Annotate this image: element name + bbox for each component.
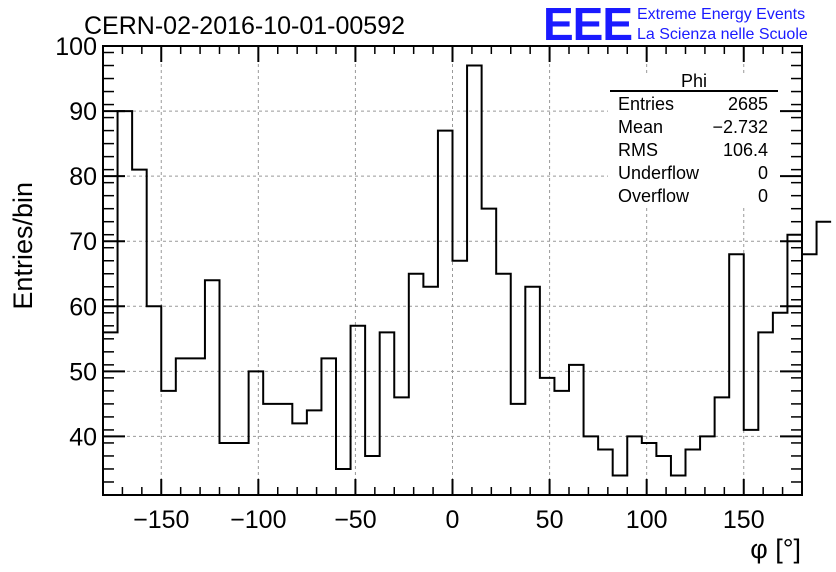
stats-label-rms: RMS	[618, 140, 658, 160]
stats-box: Phi Entries 2685 Mean −2.732 RMS 106.4 U…	[608, 71, 780, 208]
stats-box-bg	[608, 76, 780, 208]
y-tick-label: 80	[69, 163, 97, 191]
x-tick-label: 150	[723, 506, 765, 534]
stats-label-entries: Entries	[618, 94, 674, 114]
x-axis-label: φ [°]	[750, 534, 801, 564]
x-tick-label: 100	[626, 506, 668, 534]
y-tick-label: 90	[69, 98, 97, 126]
y-tick-label: 40	[69, 423, 97, 451]
x-tick-label: 0	[446, 506, 460, 534]
stats-label-overflow: Overflow	[618, 186, 690, 206]
stats-value-overflow: 0	[758, 186, 768, 206]
x-tick-label: −50	[334, 506, 376, 534]
histogram-line	[103, 64, 832, 477]
eee-logo: EEE Extreme Energy Events La Scienza nel…	[543, 0, 808, 50]
x-axis-ticks: −150 −100 −50 0 50 100 150	[102, 46, 803, 534]
y-axis-label: Entries/bin	[8, 182, 38, 310]
stats-label-mean: Mean	[618, 117, 663, 137]
stats-value-rms: 106.4	[723, 140, 768, 160]
y-tick-label: 60	[69, 293, 97, 321]
stats-title: Phi	[681, 71, 707, 91]
eee-logo-line1: Extreme Energy Events	[637, 6, 805, 23]
stats-value-entries: 2685	[728, 94, 768, 114]
y-tick-label: 70	[69, 228, 97, 256]
y-axis-ticks: 40 50 60 70 80 90 100	[55, 33, 802, 496]
stats-value-mean: −2.732	[712, 117, 768, 137]
chart-title: CERN-02-2016-10-01-00592	[84, 12, 405, 40]
stats-label-underflow: Underflow	[618, 163, 700, 183]
stats-value-underflow: 0	[758, 163, 768, 183]
x-tick-label: 50	[536, 506, 564, 534]
y-tick-label: 50	[69, 358, 97, 386]
eee-logo-mark: EEE	[543, 0, 632, 50]
x-tick-label: −150	[133, 506, 189, 534]
eee-logo-line2: La Scienza nelle Scuole	[637, 26, 808, 43]
y-tick-label: 100	[55, 33, 97, 61]
x-tick-label: −100	[230, 506, 286, 534]
